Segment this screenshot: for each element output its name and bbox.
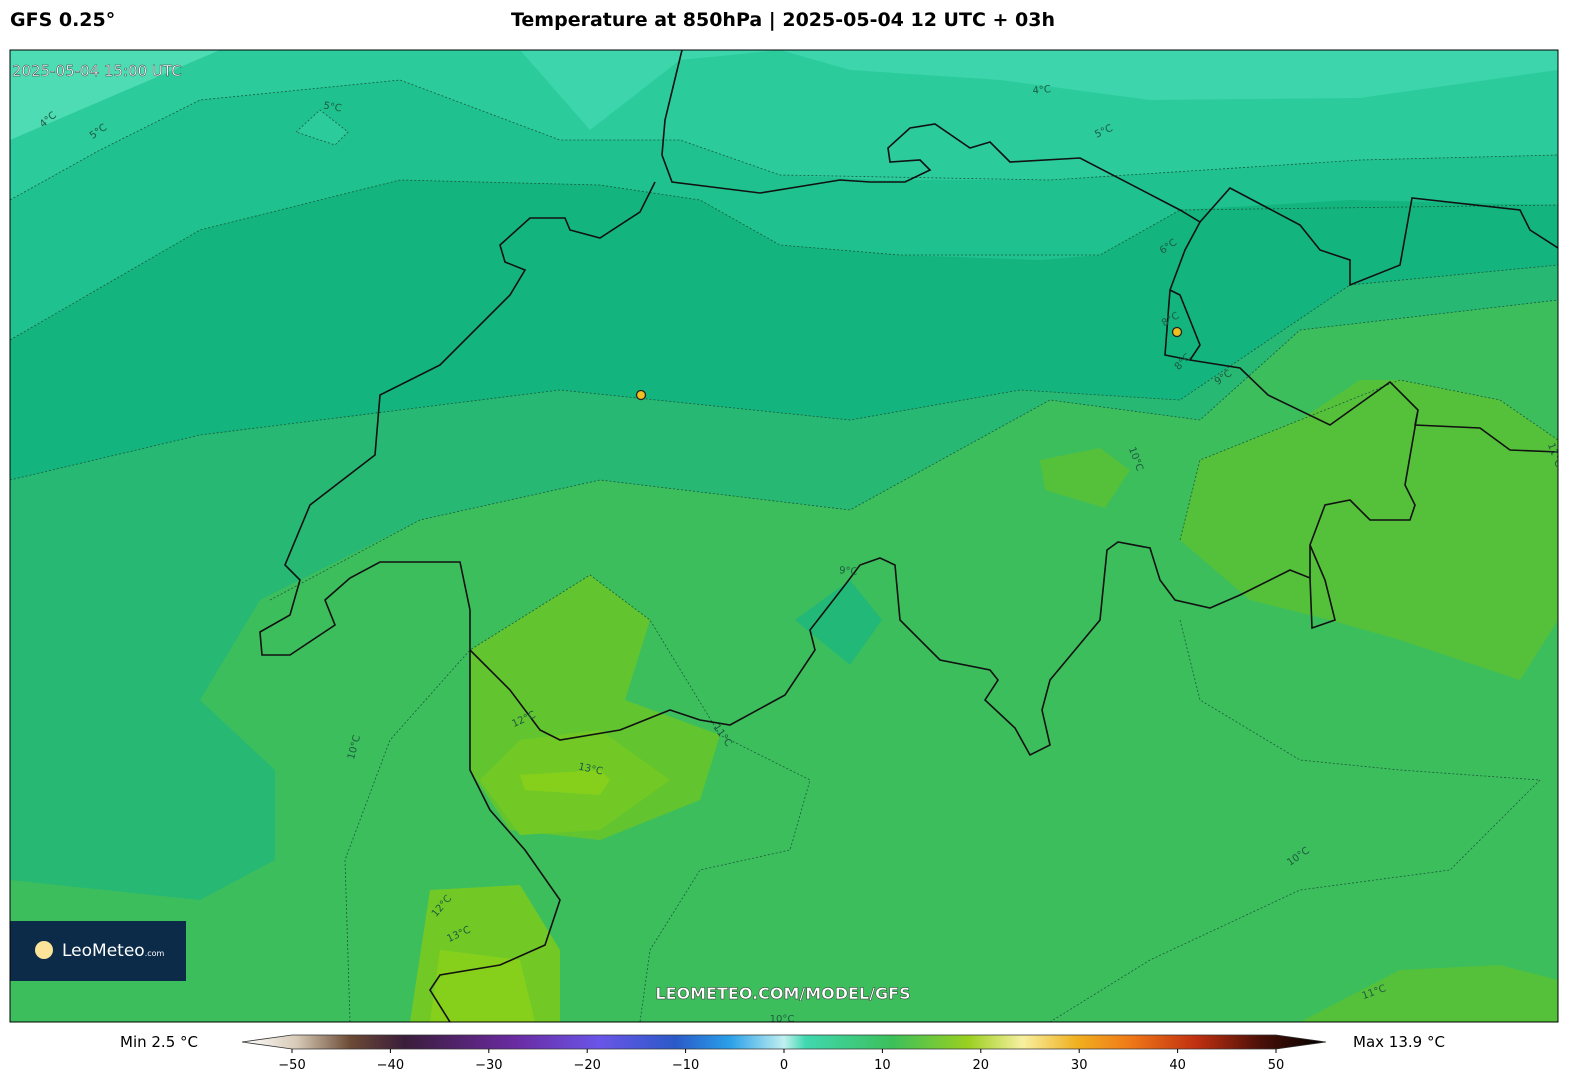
colorbar-tick-label: −10 (672, 1058, 699, 1072)
map: 4°C5°C4°C5°C 5°C6°C8°C8°C9°C10°C9°C12°C11… (10, 50, 1558, 1025)
contour-label: 9°C (839, 565, 858, 578)
logo-sun (35, 941, 53, 959)
colorbar-tick-label: 40 (1169, 1058, 1186, 1072)
city-marker (635, 389, 647, 401)
timestamp: 2025-05-04 15:00 UTC (12, 62, 182, 80)
contour-label: 10°C (770, 1014, 795, 1025)
colorbar-tick-label: 10 (874, 1058, 891, 1072)
map-frame (9, 49, 1559, 1023)
colorbar-tick-label: −30 (475, 1058, 502, 1072)
colorbar-tick-label: 20 (973, 1058, 990, 1072)
contour-label: 4°C (1032, 84, 1051, 97)
colorbar-tick-label: 0 (780, 1058, 788, 1072)
colorbar-tick-label: 50 (1268, 1058, 1285, 1072)
colorbar (241, 1034, 1327, 1050)
colorbar-max: Max 13.9 °C (1353, 1033, 1445, 1051)
colorbar-tick-label: 30 (1071, 1058, 1088, 1072)
logo: LeoMeteo.com (62, 941, 165, 961)
colorbar-min: Min 2.5 °C (120, 1033, 198, 1051)
logo-suffix: .com (145, 949, 165, 958)
city-marker (1171, 326, 1183, 338)
model-name: GFS 0.25° (10, 9, 115, 31)
contour-label: 13°C (577, 762, 603, 778)
colorbar-tick-label: −40 (377, 1058, 404, 1072)
watermark: LEOMETEO.COM/MODEL/GFS (655, 984, 910, 1003)
title: Temperature at 850hPa | 2025-05-04 12 UT… (511, 9, 1055, 31)
colorbar-tick-label: −50 (278, 1058, 305, 1072)
contour-label: 5°C (322, 101, 342, 115)
colorbar-tick-label: −20 (573, 1058, 600, 1072)
logo-name: LeoMeteo (62, 941, 145, 961)
